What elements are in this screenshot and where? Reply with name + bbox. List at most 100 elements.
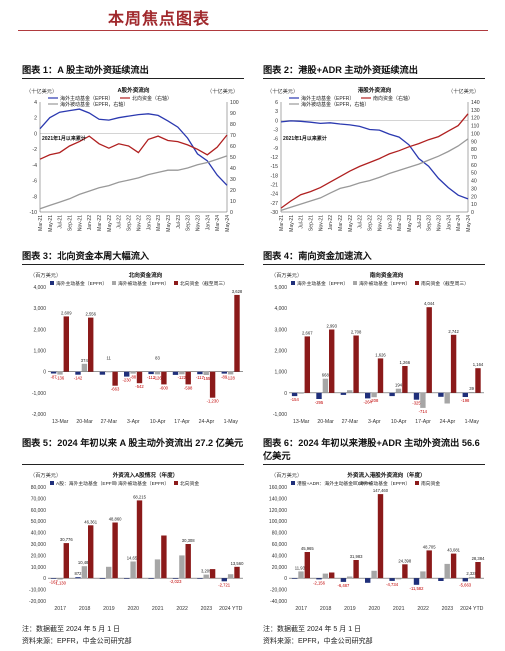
y-tick-label: 2,000	[274, 349, 287, 355]
bar-1	[197, 578, 203, 579]
bar-2	[130, 561, 136, 579]
x-tick-label: 2018	[79, 606, 91, 612]
x-tick-label: Nov-21	[77, 215, 83, 231]
x-tick-label: 2024 YTD	[460, 606, 484, 612]
x-tick-label: Jan-24	[446, 215, 452, 231]
bar-1	[75, 577, 81, 579]
y-left-tick-label: -9	[273, 146, 278, 152]
bar-1	[340, 392, 347, 395]
y-left-tick-label: -18	[271, 173, 279, 179]
chart-title: 外资流入港股外资流向（年度）	[346, 471, 425, 479]
y-tick-label: 70,000	[31, 496, 47, 502]
y-left-tick-label: -15	[271, 164, 279, 170]
y-right-tick-label: 60	[230, 144, 236, 150]
x-tick-label: Sep-22	[127, 215, 133, 231]
y-tick-label: 30,000	[31, 542, 47, 548]
y-left-tick-label: -2	[32, 147, 37, 153]
bar-2	[395, 578, 402, 580]
y-left-tick-label: -12	[271, 155, 279, 161]
panel-1-title: 图表 1：A 股主动外资延续流出	[22, 65, 149, 75]
bar-2	[203, 574, 209, 579]
bar-1	[221, 578, 227, 582]
panel-2-rule	[263, 78, 485, 79]
bar-2	[81, 566, 88, 579]
bar-value-label: -6,487	[337, 583, 350, 588]
legend-label: 南向资金（右轴）	[373, 95, 413, 102]
y-left-tick-label: 2	[34, 116, 37, 122]
x-tick-label: 2018	[320, 606, 332, 612]
bar-1	[438, 392, 444, 397]
bar-3	[185, 544, 191, 579]
x-tick-label: 27-Mar	[342, 419, 359, 425]
panel-5-rule	[22, 464, 244, 465]
bar-2	[81, 363, 88, 372]
bar-2	[371, 570, 377, 579]
bar-value-label: 1,626	[375, 352, 386, 357]
bar-3	[377, 494, 384, 579]
bar-value-label: 48,705	[423, 544, 436, 549]
bar-value-label: -117	[196, 375, 205, 380]
bar-value-label: -167	[49, 579, 58, 584]
y-tick-label: 60,000	[31, 508, 47, 514]
bar-value-label: 2,556	[85, 312, 96, 317]
bar-2	[322, 378, 329, 393]
y-tick-label: -10,000	[29, 588, 46, 594]
bar-2	[57, 578, 63, 580]
y-tick-label: 40,000	[31, 531, 47, 537]
x-tick-label: May-24	[466, 215, 472, 232]
bar-value-label: 30,308	[182, 538, 195, 543]
x-tick-label: 2020	[128, 606, 140, 612]
chart-title: 北向资金流向	[129, 271, 163, 279]
bar-value-label: -2,156	[313, 580, 326, 585]
panel-5-title: 图表 5：2024 年初以来 A 股主动外资流出 27.2 亿美元	[22, 438, 244, 448]
bar-value-label: -295	[315, 400, 324, 405]
unit-label: （百万美元）	[271, 271, 302, 279]
y-right-tick-label: 50	[471, 171, 477, 177]
bar-value-label: 2,708	[351, 330, 362, 335]
bar-value-label: 1,266	[400, 360, 411, 365]
bar-2	[130, 371, 136, 374]
title-divider	[18, 30, 488, 31]
bar-value-label: 194	[395, 383, 403, 388]
x-tick-label: Sep-23	[186, 215, 192, 231]
bar-value-label: 31,983	[350, 554, 363, 559]
legend-swatch	[291, 281, 295, 285]
panel-6-rule	[263, 464, 485, 465]
x-tick-label: Mar-21	[279, 215, 285, 231]
bar-value-label: 30,776	[60, 537, 73, 542]
legend-label: 南向资金	[421, 480, 440, 487]
legend-swatch	[112, 481, 116, 485]
x-tick-label: Mar-22	[338, 215, 344, 231]
bar-value-label: -89	[221, 375, 228, 380]
bar-value-label: -264	[364, 399, 373, 404]
bar-3	[209, 569, 216, 579]
bar-value-label: -142	[74, 376, 83, 381]
bar-2	[179, 555, 185, 579]
x-tick-label: Sep-23	[427, 215, 433, 231]
y-left-tick-label: 0	[275, 118, 278, 124]
x-tick-label: 1-May	[465, 419, 480, 425]
x-tick-label: May-22	[348, 215, 354, 232]
bar-value-label: -155	[202, 376, 211, 381]
x-tick-label: May-23	[166, 215, 172, 232]
bar-2	[444, 392, 450, 404]
y-tick-label: 0	[43, 576, 46, 582]
bar-2	[468, 392, 475, 393]
x-tick-label: 2022	[417, 606, 429, 612]
bar-value-label: -126	[153, 375, 162, 380]
bar-1	[316, 392, 322, 399]
footnote-right-note: 注：数据截至 2024 年 5 月 1 日	[263, 626, 362, 633]
y-right-tick-label: 110	[471, 124, 479, 130]
bar-value-label: -230	[123, 378, 132, 383]
series-line-1	[280, 120, 469, 200]
x-tick-label: Nov-22	[377, 215, 383, 231]
y-tick-label: 60,000	[272, 542, 288, 548]
y-right-tick-label: 90	[471, 139, 477, 145]
y-right-tick-label: 80	[230, 122, 236, 128]
bar-3	[475, 562, 481, 579]
bar-3	[234, 294, 240, 372]
legend-label: 港股+ADR：海外主动基金（EPFR）	[297, 480, 376, 487]
panel-3-rule	[22, 264, 244, 265]
bar-1	[462, 578, 468, 582]
y-right-tick-label: 70	[471, 155, 477, 161]
